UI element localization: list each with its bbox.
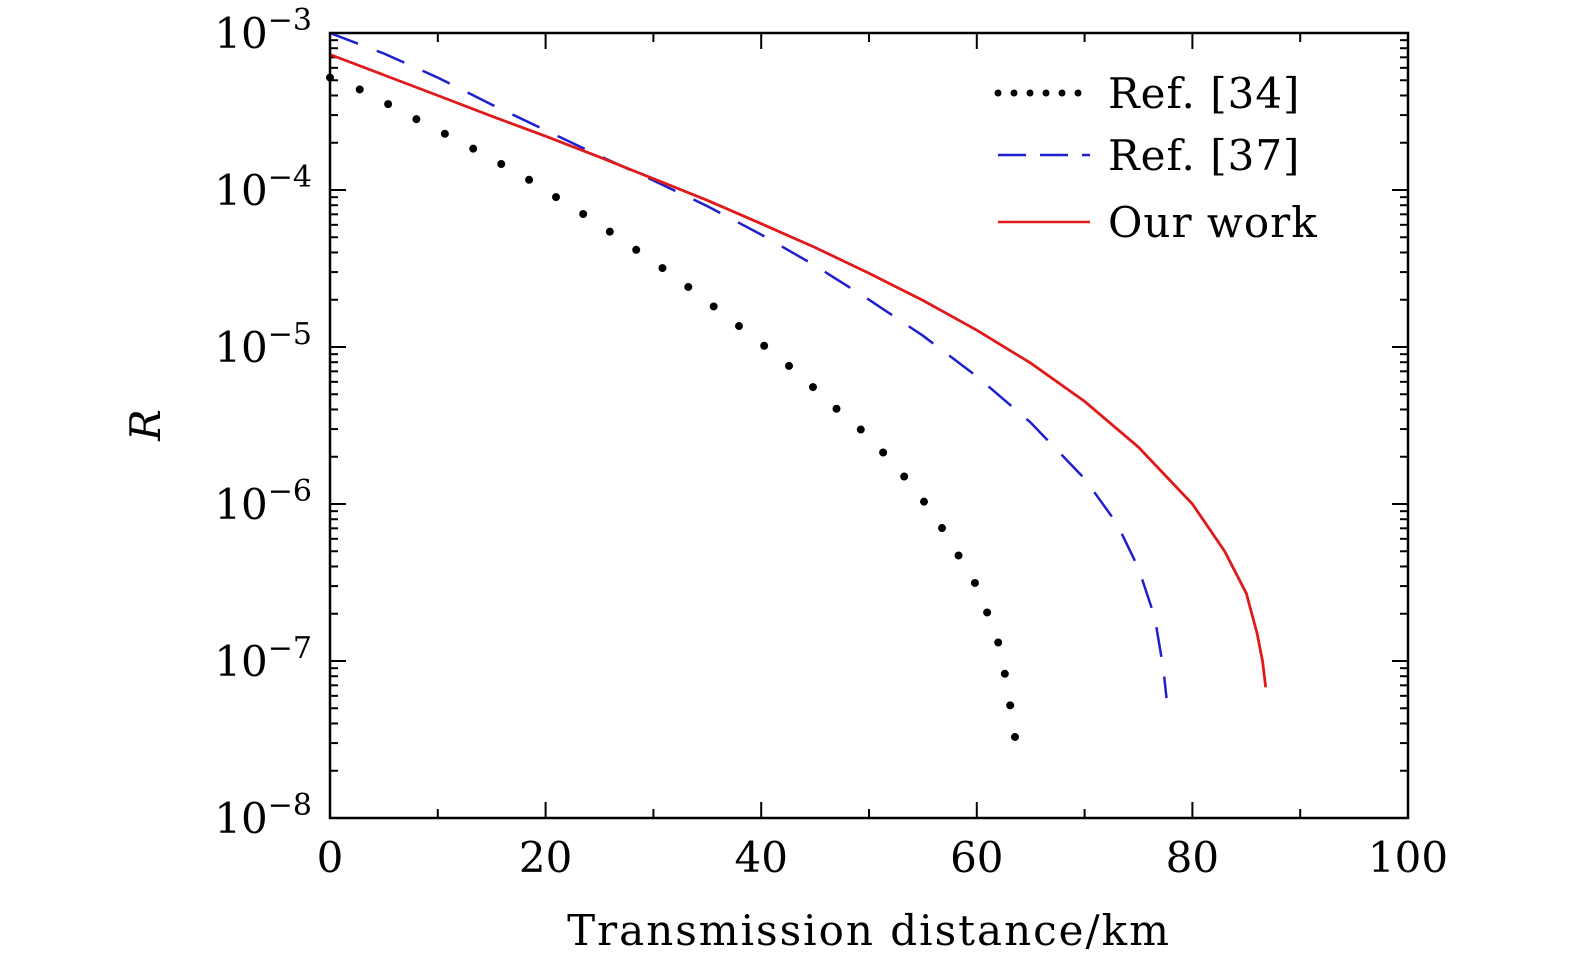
plot-series <box>326 31 1268 745</box>
y-tick-labels: 10−3 10−4 10−5 10−6 10−7 10−8 <box>214 3 312 843</box>
x-tick-label: 20 <box>519 833 572 882</box>
series-line-our-work <box>329 53 1268 688</box>
y-tick-label: 10−6 <box>214 474 312 529</box>
x-tick-label: 100 <box>1368 833 1448 882</box>
y-tick-label: 10−7 <box>214 631 312 686</box>
x-tick-label: 0 <box>317 833 344 882</box>
plot-frame <box>328 31 1410 820</box>
x-tick-labels: 0 20 40 60 80 100 <box>317 833 1448 882</box>
series-line-ref-34 <box>326 73 1020 745</box>
legend-label-ref34: Ref. [34] <box>1108 69 1300 118</box>
x-tick-label: 40 <box>734 833 787 882</box>
legend: Ref. [34] Ref. [37] Our work <box>994 69 1318 247</box>
series-line-ref-37 <box>329 31 1168 699</box>
legend-label-ref37: Ref. [37] <box>1108 131 1300 180</box>
x-axis-label: Transmission distance/km <box>567 906 1171 955</box>
y-axis-label: R <box>121 409 170 442</box>
x-tick-label: 80 <box>1166 833 1219 882</box>
y-tick-label: 10−5 <box>214 317 312 372</box>
y-tick-label: 10−3 <box>214 3 312 58</box>
y-tick-label: 10−4 <box>214 160 312 215</box>
legend-label-our-work: Our work <box>1108 198 1318 247</box>
y-tick-label: 10−8 <box>214 788 312 843</box>
x-tick-label: 60 <box>950 833 1003 882</box>
